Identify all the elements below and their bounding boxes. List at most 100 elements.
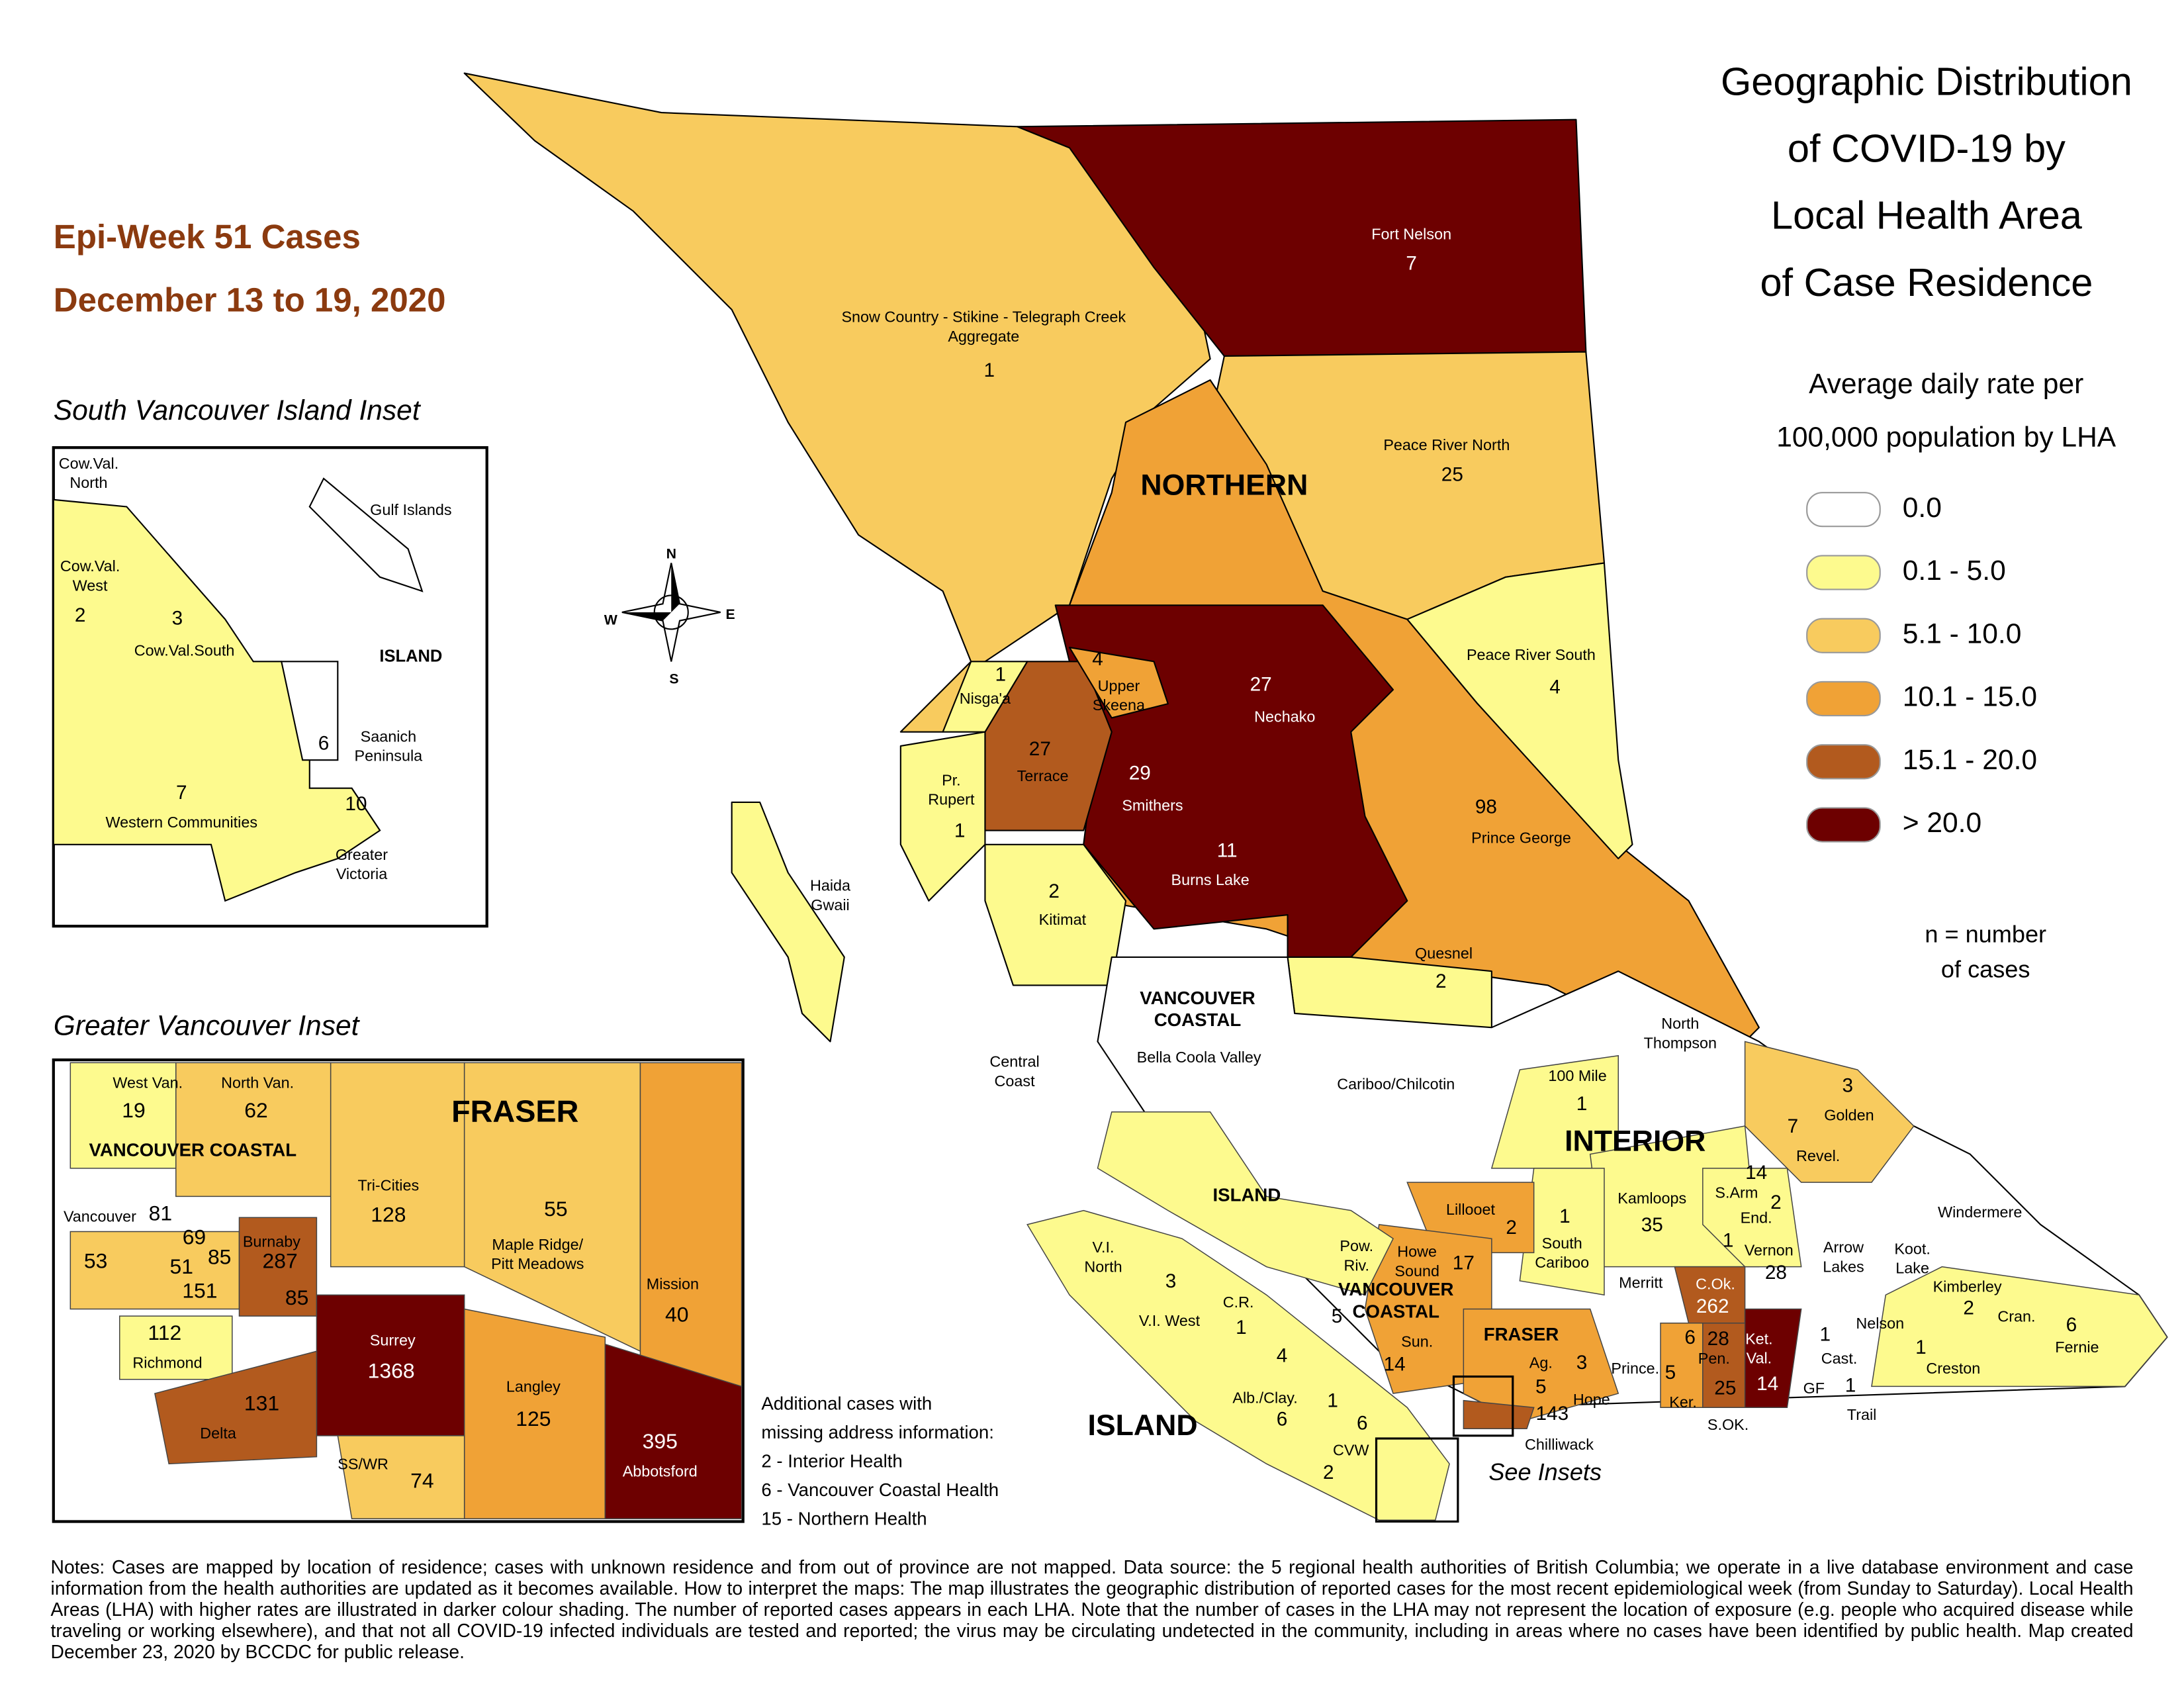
lha-name: Haida [810, 877, 850, 894]
lha-name: Windermere [1938, 1203, 2022, 1221]
lha-cases: 85 [208, 1244, 231, 1268]
legend-label: 0.0 [1903, 492, 1942, 524]
lha-name: Peace River South [1467, 646, 1596, 663]
lha-name: Gwaii [811, 896, 849, 914]
map-title: Local Health Area [1771, 193, 2083, 238]
lha-cases: 5 [1535, 1376, 1547, 1397]
lha-name: C.R. [1223, 1293, 1254, 1311]
lha-name: Howe [1397, 1243, 1437, 1260]
lha-name: Pr. [942, 771, 961, 788]
lha-name: Cow.Val. [60, 557, 120, 575]
lha-name: West Van. [113, 1074, 183, 1091]
lha-name: End. [1741, 1209, 1772, 1227]
region-label: ISLAND [1212, 1185, 1281, 1205]
additional-title: missing address information: [761, 1422, 994, 1442]
lha-cases: 2 [1506, 1217, 1517, 1239]
lha-name: Ag. [1529, 1354, 1553, 1372]
region-label: INTERIOR [1565, 1125, 1706, 1157]
lha-cases: 2 [75, 604, 86, 626]
lha-cases: 6 [1277, 1408, 1288, 1430]
inset-title: Greater Vancouver Inset [54, 1010, 361, 1041]
lha-name: North Van. [221, 1074, 294, 1091]
lha-name: Vernon [1745, 1241, 1794, 1258]
lha-cases: 5 [1332, 1305, 1343, 1327]
lha-name: Tri-Cities [358, 1177, 420, 1194]
lha-name: Trail [1847, 1406, 1877, 1423]
legend-label: > 20.0 [1903, 808, 1981, 839]
legend-swatch [1806, 492, 1881, 528]
lha-cases: 51 [170, 1254, 193, 1278]
lha-name: Rupert [928, 791, 975, 808]
lha-name: Cariboo/Chilcotin [1337, 1076, 1455, 1093]
lha-name: Victoria [336, 865, 388, 882]
region-label: FRASER [1484, 1324, 1559, 1344]
lha-cases: 1 [954, 820, 966, 842]
lha-cases: 25 [1441, 464, 1463, 486]
lha-name: Lillooet [1446, 1201, 1496, 1218]
lha-cases: 2 [1048, 880, 1060, 902]
south-island-inset [52, 446, 488, 928]
lha-cases: 262 [1696, 1295, 1729, 1317]
compass-letter: W [604, 612, 618, 628]
lha-name: Maple Ridge/ [492, 1236, 583, 1253]
region-label: VANCOUVER COASTAL [89, 1140, 296, 1160]
lha-cases: 1 [1820, 1324, 1831, 1346]
lha-name: Chilliwack [1525, 1436, 1594, 1453]
lha-name: Coast [995, 1072, 1036, 1090]
lha-name: Snow Country - Stikine - Telegraph Creek [841, 308, 1126, 326]
map-title: of Case Residence [1760, 260, 2093, 305]
lha-cases: 14 [1384, 1353, 1406, 1375]
lha-cases: 28 [1765, 1262, 1787, 1284]
lha-name: Fort Nelson [1371, 225, 1451, 242]
region-label: NORTHERN [1140, 469, 1308, 501]
lha-name: Nechako [1254, 708, 1315, 726]
lha-cases: 11 [1217, 839, 1238, 861]
lha-name: Delta [200, 1425, 236, 1442]
lha-name: Pow. [1340, 1237, 1373, 1254]
lha-name: Bella Coola Valley [1137, 1049, 1261, 1066]
legend-note: of cases [1941, 956, 2030, 983]
lha-cases: 1 [1559, 1205, 1570, 1227]
compass-letter: E [725, 606, 735, 622]
lha-name: V.I. West [1139, 1312, 1201, 1329]
lha-name: Western Communities [106, 814, 257, 831]
lha-cases: 14 [1745, 1162, 1767, 1184]
legend-swatch [1806, 555, 1881, 590]
lha-name: Peace River North [1383, 436, 1510, 453]
region-label: COASTAL [1154, 1009, 1242, 1030]
lha-cases: 19 [122, 1098, 145, 1122]
map-subtitle: December 13 to 19, 2020 [54, 281, 446, 319]
lha-cases: 125 [516, 1407, 551, 1430]
lha-name: Lake [1895, 1260, 1929, 1277]
lha-name: CVW [1333, 1441, 1369, 1458]
lha-cases: 7 [1406, 253, 1417, 275]
additional-item: 2 - Interior Health [761, 1451, 902, 1472]
lha-cases: 2 [1770, 1192, 1782, 1213]
lha-cases: 6 [1357, 1413, 1368, 1434]
lha-name: Greater [336, 846, 388, 863]
lha-name: North [69, 474, 107, 491]
legend-label: 10.1 - 15.0 [1903, 682, 2037, 713]
lha-name: Hope [1573, 1391, 1610, 1408]
lha-cases: 17 [1453, 1252, 1475, 1274]
lha-cases: 7 [176, 782, 187, 804]
lha-name: North [1661, 1015, 1699, 1032]
lha-cases: 3 [1165, 1270, 1177, 1292]
lha-name: Prince. [1611, 1360, 1659, 1377]
lha-name: North [1084, 1258, 1122, 1275]
lha-cases: 55 [544, 1197, 567, 1221]
region-label: VANCOUVER [1338, 1279, 1454, 1299]
lha-name: Prince George [1471, 829, 1571, 846]
lha-cases: 81 [149, 1201, 172, 1225]
lha-name: V.I. [1093, 1239, 1115, 1256]
lha-cases: 3 [172, 607, 183, 629]
lha-cases: 40 [665, 1303, 688, 1327]
lha-cases: 7 [1788, 1115, 1799, 1137]
lha-cases: 2 [1323, 1462, 1334, 1483]
lha-name: S.OK. [1707, 1416, 1749, 1433]
lha-cases: 62 [244, 1098, 267, 1122]
lha-name: Gulf Islands [370, 501, 451, 518]
lha-name: Riv. [1343, 1256, 1369, 1274]
